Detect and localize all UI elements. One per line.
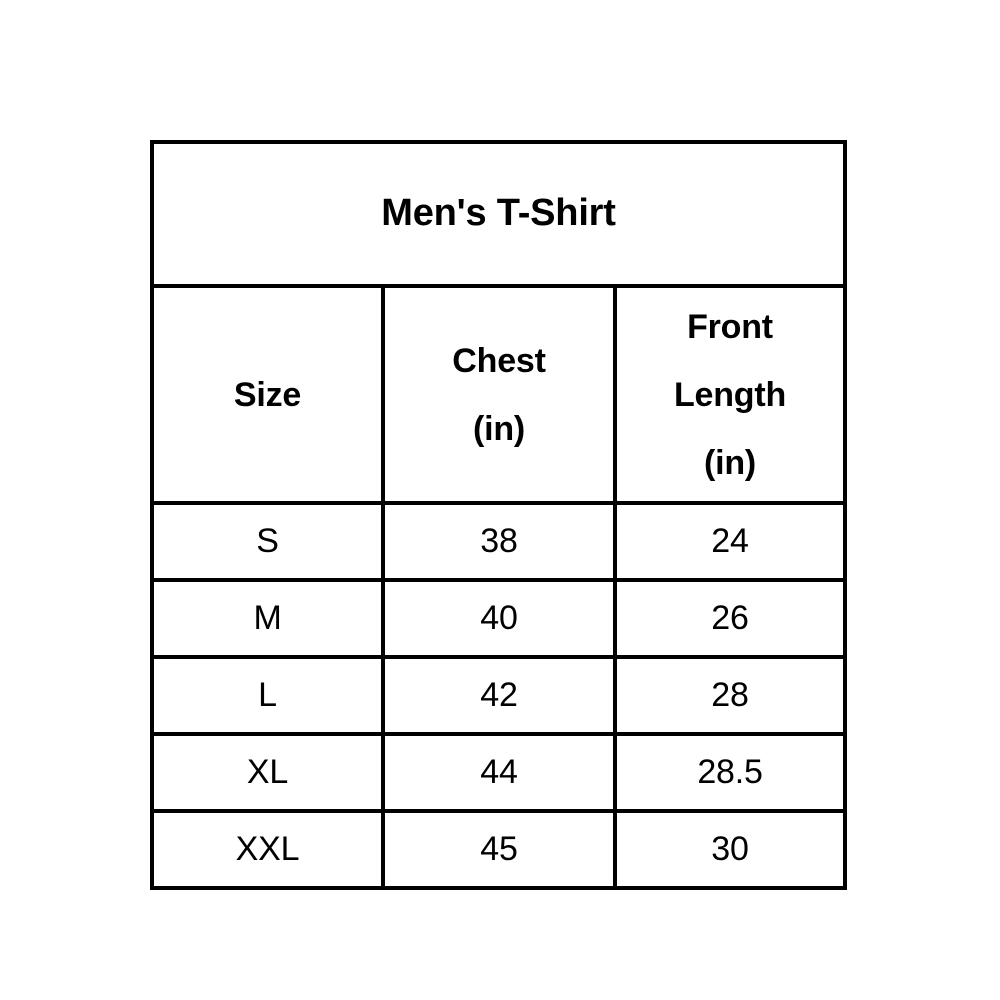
table-row: XXL 45 30: [150, 809, 848, 890]
table-row: S 38 24: [150, 501, 848, 582]
cell-size: L: [150, 655, 385, 736]
column-header-front-length: Front Length (in): [612, 284, 848, 505]
cell-size: XL: [150, 732, 385, 813]
cell-size: S: [150, 501, 385, 582]
cell-size: XXL: [150, 809, 385, 890]
cell-chest: 45: [381, 809, 617, 890]
cell-front-length: 24: [612, 501, 848, 582]
column-header-chest: Chest (in): [381, 284, 617, 505]
column-header-front-length-line2: Length: [673, 375, 787, 414]
table-row: L 42 28: [150, 655, 848, 736]
column-header-size-label: Size: [233, 375, 302, 414]
table-title-row: Men's T-Shirt: [149, 140, 848, 288]
cell-chest: 40: [381, 578, 617, 659]
cell-front-length: 30: [612, 809, 848, 890]
cell-front-length: 28.5: [612, 732, 848, 813]
cell-front-length: 26: [612, 578, 848, 659]
cell-chest: 44: [381, 732, 617, 813]
cell-chest: 38: [381, 501, 617, 582]
cell-chest: 42: [381, 655, 617, 736]
column-header-chest-line2: (in): [472, 409, 526, 448]
cell-front-length: 28: [612, 655, 848, 736]
size-chart-table: Men's T-Shirt Size Chest (in) Front Leng…: [149, 140, 848, 890]
column-header-front-length-line3: (in): [703, 443, 757, 482]
table-header-row: Size Chest (in) Front Length (in): [150, 284, 848, 505]
table-title: Men's T-Shirt: [149, 140, 848, 288]
table-row: XL 44 28.5: [150, 732, 848, 813]
table-row: M 40 26: [150, 578, 848, 659]
cell-size: M: [150, 578, 385, 659]
column-header-chest-line1: Chest: [452, 341, 546, 380]
column-header-front-length-line1: Front: [687, 307, 773, 346]
column-header-size: Size: [150, 284, 385, 505]
